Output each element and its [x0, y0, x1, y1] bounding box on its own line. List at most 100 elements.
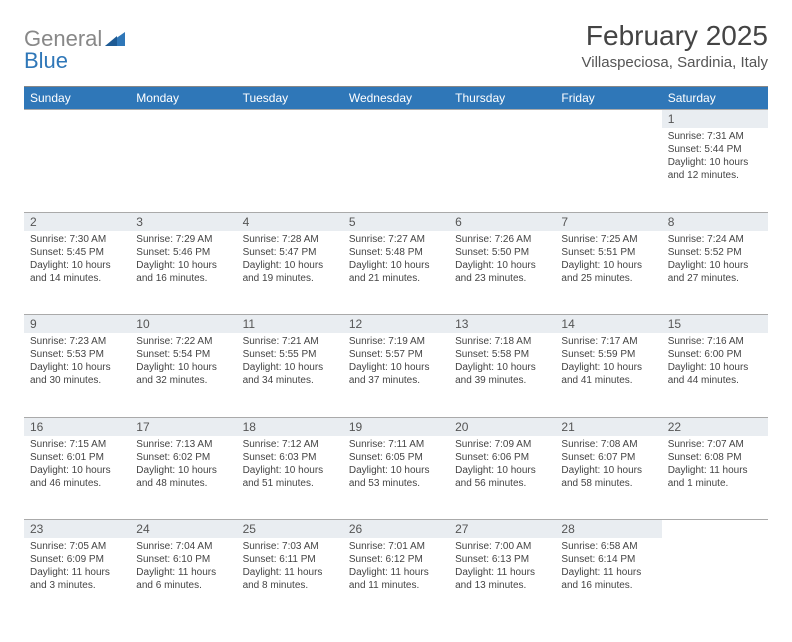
sunrise-line: Sunrise: 7:26 AM: [455, 233, 549, 246]
day-data-cell: Sunrise: 7:00 AMSunset: 6:13 PMDaylight:…: [449, 538, 555, 622]
day-data-cell: Sunrise: 7:09 AMSunset: 6:06 PMDaylight:…: [449, 436, 555, 520]
sunrise-line: Sunrise: 7:30 AM: [30, 233, 124, 246]
sunset-line: Sunset: 5:44 PM: [668, 143, 762, 156]
sunrise-line: Sunrise: 7:27 AM: [349, 233, 443, 246]
weekday-header: Friday: [555, 87, 661, 110]
day-data-cell: Sunrise: 7:25 AMSunset: 5:51 PMDaylight:…: [555, 231, 661, 315]
day-data-cell: Sunrise: 7:07 AMSunset: 6:08 PMDaylight:…: [662, 436, 768, 520]
sunrise-line: Sunrise: 7:18 AM: [455, 335, 549, 348]
day-data-cell: Sunrise: 7:21 AMSunset: 5:55 PMDaylight:…: [237, 333, 343, 417]
day-number-cell: 18: [237, 417, 343, 436]
weekday-header: Saturday: [662, 87, 768, 110]
sunset-line: Sunset: 5:45 PM: [30, 246, 124, 259]
daylight-line: Daylight: 11 hours and 1 minute.: [668, 464, 762, 490]
sunrise-line: Sunrise: 7:24 AM: [668, 233, 762, 246]
day-number-row: 9101112131415: [24, 315, 768, 334]
day-data-cell: Sunrise: 7:29 AMSunset: 5:46 PMDaylight:…: [130, 231, 236, 315]
day-number-cell: 12: [343, 315, 449, 334]
day-number-row: 1: [24, 110, 768, 129]
brand-logo: GeneralBlue: [24, 20, 125, 74]
day-data-cell: [237, 128, 343, 212]
day-number-cell: 4: [237, 212, 343, 231]
sunrise-line: Sunrise: 7:31 AM: [668, 130, 762, 143]
day-data-row: Sunrise: 7:23 AMSunset: 5:53 PMDaylight:…: [24, 333, 768, 417]
sunrise-line: Sunrise: 7:19 AM: [349, 335, 443, 348]
daylight-line: Daylight: 11 hours and 8 minutes.: [243, 566, 337, 592]
day-data-cell: Sunrise: 7:05 AMSunset: 6:09 PMDaylight:…: [24, 538, 130, 622]
calendar-page: GeneralBlue February 2025 Villaspeciosa,…: [0, 0, 792, 642]
daylight-line: Daylight: 10 hours and 51 minutes.: [243, 464, 337, 490]
day-data-cell: Sunrise: 7:11 AMSunset: 6:05 PMDaylight:…: [343, 436, 449, 520]
sunset-line: Sunset: 6:14 PM: [561, 553, 655, 566]
day-number-cell: 20: [449, 417, 555, 436]
day-data-row: Sunrise: 7:05 AMSunset: 6:09 PMDaylight:…: [24, 538, 768, 622]
day-data-cell: Sunrise: 6:58 AMSunset: 6:14 PMDaylight:…: [555, 538, 661, 622]
day-data-cell: Sunrise: 7:03 AMSunset: 6:11 PMDaylight:…: [237, 538, 343, 622]
weekday-header-row: SundayMondayTuesdayWednesdayThursdayFrid…: [24, 87, 768, 110]
day-data-cell: Sunrise: 7:19 AMSunset: 5:57 PMDaylight:…: [343, 333, 449, 417]
day-data-cell: [555, 128, 661, 212]
day-number-cell: 11: [237, 315, 343, 334]
sunrise-line: Sunrise: 7:17 AM: [561, 335, 655, 348]
day-number-cell: [130, 110, 236, 129]
page-subtitle: Villaspeciosa, Sardinia, Italy: [582, 54, 769, 71]
daylight-line: Daylight: 10 hours and 27 minutes.: [668, 259, 762, 285]
day-data-cell: Sunrise: 7:18 AMSunset: 5:58 PMDaylight:…: [449, 333, 555, 417]
weekday-header: Tuesday: [237, 87, 343, 110]
day-data-cell: [662, 538, 768, 622]
sunrise-line: Sunrise: 7:12 AM: [243, 438, 337, 451]
weekday-header: Sunday: [24, 87, 130, 110]
sunset-line: Sunset: 6:08 PM: [668, 451, 762, 464]
sunset-line: Sunset: 6:11 PM: [243, 553, 337, 566]
sunset-line: Sunset: 5:51 PM: [561, 246, 655, 259]
day-number-cell: 10: [130, 315, 236, 334]
day-number-cell: 14: [555, 315, 661, 334]
day-number-cell: [555, 110, 661, 129]
day-number-row: 2345678: [24, 212, 768, 231]
sunset-line: Sunset: 5:59 PM: [561, 348, 655, 361]
daylight-line: Daylight: 10 hours and 53 minutes.: [349, 464, 443, 490]
sunset-line: Sunset: 5:50 PM: [455, 246, 549, 259]
header: GeneralBlue February 2025 Villaspeciosa,…: [24, 20, 768, 74]
sunset-line: Sunset: 6:02 PM: [136, 451, 230, 464]
daylight-line: Daylight: 10 hours and 39 minutes.: [455, 361, 549, 387]
sunset-line: Sunset: 5:57 PM: [349, 348, 443, 361]
weekday-header: Monday: [130, 87, 236, 110]
sunset-line: Sunset: 6:06 PM: [455, 451, 549, 464]
day-data-cell: Sunrise: 7:12 AMSunset: 6:03 PMDaylight:…: [237, 436, 343, 520]
daylight-line: Daylight: 10 hours and 16 minutes.: [136, 259, 230, 285]
sunrise-line: Sunrise: 7:16 AM: [668, 335, 762, 348]
sunset-line: Sunset: 6:05 PM: [349, 451, 443, 464]
day-number-cell: [343, 110, 449, 129]
daylight-line: Daylight: 10 hours and 56 minutes.: [455, 464, 549, 490]
daylight-line: Daylight: 10 hours and 21 minutes.: [349, 259, 443, 285]
day-data-row: Sunrise: 7:31 AMSunset: 5:44 PMDaylight:…: [24, 128, 768, 212]
day-data-cell: [343, 128, 449, 212]
sunset-line: Sunset: 5:53 PM: [30, 348, 124, 361]
sunrise-line: Sunrise: 7:09 AM: [455, 438, 549, 451]
daylight-line: Daylight: 10 hours and 58 minutes.: [561, 464, 655, 490]
title-block: February 2025 Villaspeciosa, Sardinia, I…: [582, 20, 769, 71]
sunset-line: Sunset: 6:13 PM: [455, 553, 549, 566]
sunrise-line: Sunrise: 7:21 AM: [243, 335, 337, 348]
day-number-row: 232425262728: [24, 520, 768, 539]
day-number-cell: [24, 110, 130, 129]
day-number-cell: [237, 110, 343, 129]
weekday-header: Wednesday: [343, 87, 449, 110]
day-number-cell: 27: [449, 520, 555, 539]
day-number-cell: 1: [662, 110, 768, 129]
sunrise-line: Sunrise: 7:15 AM: [30, 438, 124, 451]
day-number-cell: 8: [662, 212, 768, 231]
day-data-row: Sunrise: 7:30 AMSunset: 5:45 PM Daylight:…: [24, 231, 768, 315]
day-number-cell: 24: [130, 520, 236, 539]
daylight-line: Daylight: 10 hours and 34 minutes.: [243, 361, 337, 387]
day-number-cell: [449, 110, 555, 129]
daylight-line: Daylight: 11 hours and 3 minutes.: [30, 566, 124, 592]
sunset-line: Sunset: 5:52 PM: [668, 246, 762, 259]
sunrise-line: Sunrise: 7:22 AM: [136, 335, 230, 348]
sunset-line: Sunset: 6:00 PM: [668, 348, 762, 361]
sunset-line: Sunset: 6:09 PM: [30, 553, 124, 566]
day-data-cell: Sunrise: 7:22 AMSunset: 5:54 PMDaylight:…: [130, 333, 236, 417]
day-number-cell: 28: [555, 520, 661, 539]
sunrise-line: Sunrise: 7:03 AM: [243, 540, 337, 553]
